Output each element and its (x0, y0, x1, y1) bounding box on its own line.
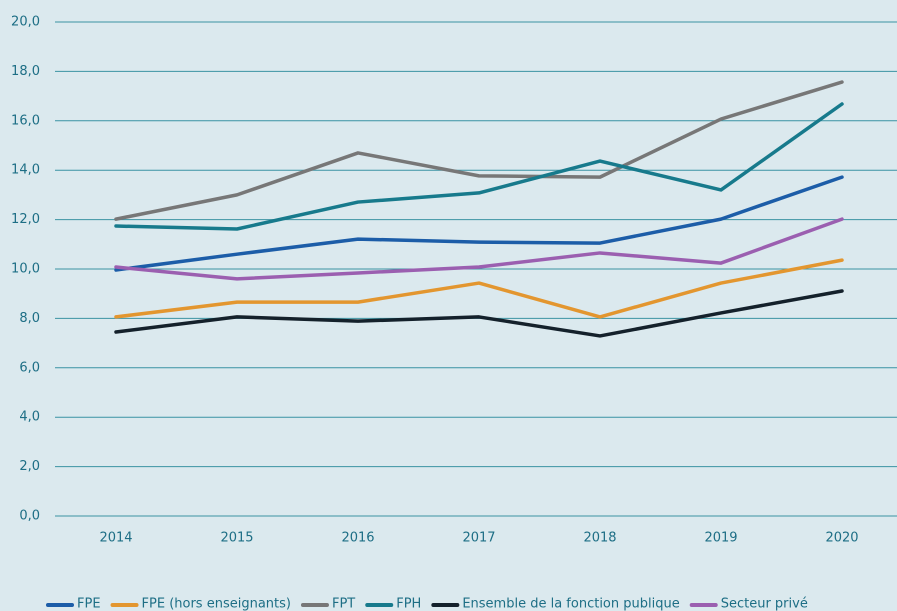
x-tick-label: 2019 (704, 531, 737, 546)
y-tick-label: 18,0 (11, 64, 40, 79)
legend-label: Ensemble de la fonction publique (462, 597, 679, 611)
y-tick-label: 6,0 (19, 360, 40, 375)
legend-label: FPT (332, 597, 355, 611)
series-line (114, 217, 844, 281)
legend-label: FPE (hors enseignants) (142, 597, 291, 611)
y-tick-label: 16,0 (11, 113, 40, 128)
y-tick-label: 2,0 (19, 459, 40, 474)
series-line (114, 80, 844, 221)
y-tick-label: 12,0 (11, 212, 40, 227)
series-line (114, 289, 844, 338)
y-tick-label: 14,0 (11, 163, 40, 178)
legend-label: FPE (77, 597, 101, 611)
legend-label: FPH (396, 597, 421, 611)
series-line (114, 258, 844, 319)
series-line (114, 175, 844, 272)
x-tick-label: 2015 (220, 531, 253, 546)
x-tick-label: 2016 (341, 531, 374, 546)
y-tick-label: 8,0 (19, 311, 40, 326)
series-line (114, 102, 844, 231)
x-tick-label: 2018 (583, 531, 616, 546)
y-tick-label: 20,0 (11, 15, 40, 30)
x-tick-label: 2017 (462, 531, 495, 546)
y-tick-label: 0,0 (19, 509, 40, 524)
legend-label: Secteur privé (721, 597, 808, 611)
y-tick-label: 4,0 (19, 410, 40, 425)
x-tick-label: 2014 (99, 531, 132, 546)
y-tick-label: 10,0 (11, 262, 40, 277)
x-tick-label: 2020 (825, 531, 858, 546)
